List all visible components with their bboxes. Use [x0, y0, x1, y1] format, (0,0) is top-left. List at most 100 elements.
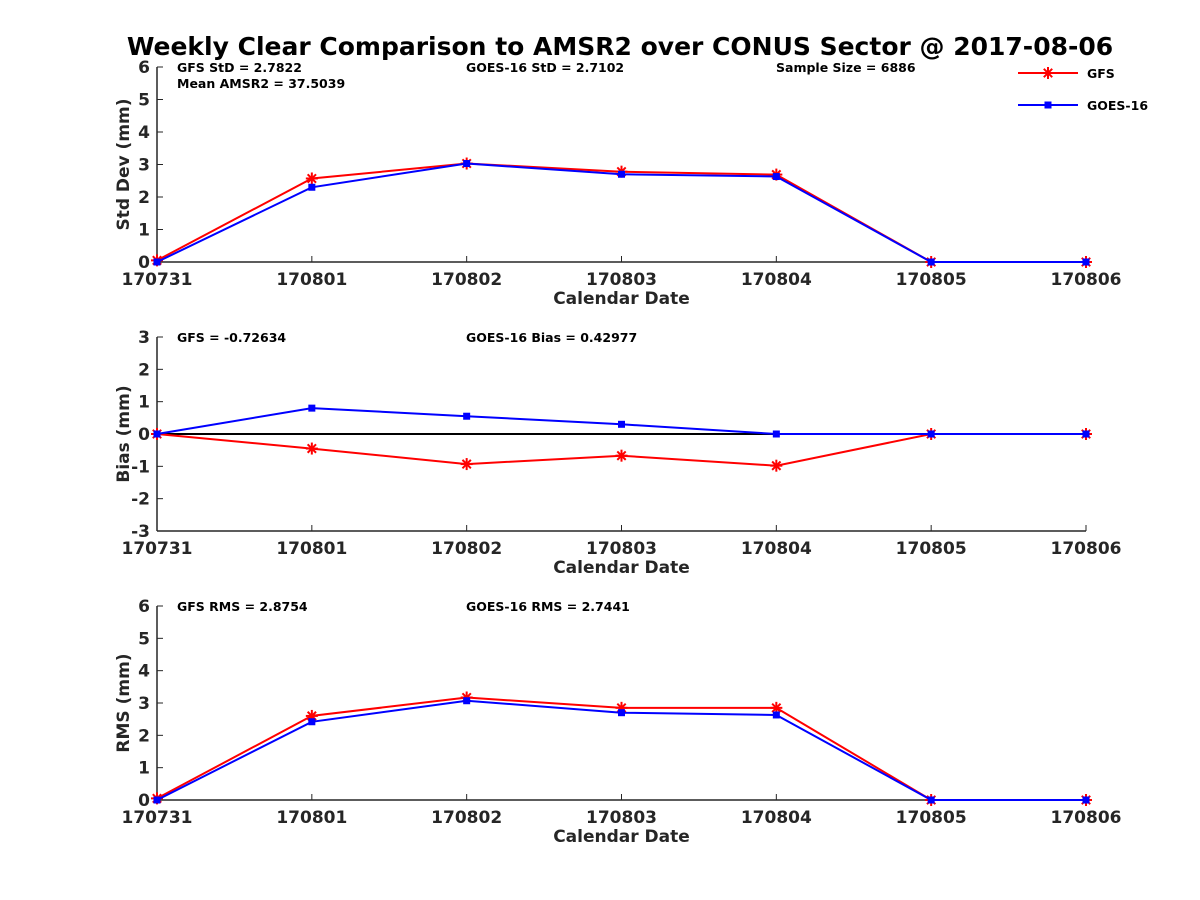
y-tick-label: 2 — [138, 360, 150, 380]
legend-item-gfs: GFS — [1018, 66, 1115, 81]
data-point — [615, 449, 628, 462]
y-axis-title: RMS (mm) — [114, 653, 134, 752]
data-point — [927, 796, 935, 804]
chart-panel-1: 0 1 2 3 4 5 6 170731 170801 170802 170803 170804 170… — [114, 58, 1121, 309]
x-tick-label: 170803 — [586, 270, 657, 290]
x-tick-label: 170805 — [896, 270, 967, 290]
x-tick-label: 170731 — [122, 539, 193, 559]
y-tick-label: 4 — [138, 662, 150, 682]
chart-panel-3: 0 1 2 3 4 5 6 170731 170801 170802 170803 170804 170… — [114, 597, 1121, 847]
data-point — [463, 697, 471, 705]
x-tick-label: 170731 — [122, 270, 193, 290]
x-tick-label: 170801 — [276, 808, 347, 828]
data-point — [153, 796, 161, 804]
y-tick-label: -1 — [131, 457, 150, 477]
x-tick-label: 170805 — [896, 808, 967, 828]
stat-annotation: GFS RMS = 2.8754 — [177, 599, 308, 614]
x-tick-label: 170804 — [741, 539, 812, 559]
data-point — [772, 711, 780, 719]
x-tick-label: 170803 — [586, 808, 657, 828]
data-point — [460, 458, 473, 471]
data-point — [927, 430, 935, 438]
x-tick-label: 170806 — [1051, 539, 1122, 559]
data-point — [618, 170, 625, 178]
x-tick-label: 170802 — [431, 270, 502, 290]
x-tick-label: 170801 — [276, 539, 347, 559]
x-tick-label: 170731 — [122, 808, 193, 828]
stat-annotation: GOES-16 StD = 2.7102 — [466, 60, 624, 75]
y-tick-label: 1 — [138, 221, 150, 241]
stat-annotation: GFS StD = 2.7822 — [177, 60, 302, 75]
legend-label: GFS — [1087, 66, 1115, 81]
y-tick-label: 3 — [138, 694, 150, 714]
data-point — [1082, 258, 1090, 266]
y-tick-label: 3 — [138, 156, 150, 176]
data-point — [308, 404, 316, 412]
stat-annotation: GOES-16 RMS = 2.7441 — [466, 599, 630, 614]
x-axis-title: Calendar Date — [553, 827, 690, 847]
data-point — [618, 709, 625, 717]
x-tick-label: 170805 — [896, 539, 967, 559]
data-point — [153, 430, 161, 438]
y-tick-label: -3 — [131, 522, 150, 542]
data-point — [305, 172, 318, 185]
series-line — [156, 162, 1086, 263]
y-tick-label: 5 — [138, 91, 150, 111]
data-point — [305, 442, 318, 455]
data-point — [772, 430, 780, 438]
x-tick-label: 170804 — [741, 808, 812, 828]
data-point — [927, 258, 935, 266]
x-tick-label: 170804 — [741, 270, 812, 290]
y-tick-label: 1 — [138, 759, 150, 779]
y-tick-label: 0 — [138, 253, 150, 273]
x-tick-label: 170802 — [431, 539, 502, 559]
data-point — [1082, 796, 1090, 804]
series-gfs — [151, 691, 1092, 806]
x-tick-label: 170802 — [431, 808, 502, 828]
stat-annotation: Mean AMSR2 = 37.5039 — [177, 76, 345, 91]
y-tick-label: 1 — [138, 393, 150, 413]
data-point — [772, 173, 780, 181]
data-point — [770, 459, 783, 472]
x-tick-label: 170801 — [276, 270, 347, 290]
data-point — [463, 412, 471, 420]
stat-annotation: GFS = -0.72634 — [177, 330, 286, 345]
y-tick-label: 2 — [138, 188, 150, 208]
stat-annotation: GOES-16 Bias = 0.42977 — [466, 330, 637, 345]
y-tick-label: 3 — [138, 328, 150, 348]
data-point — [1082, 430, 1090, 438]
chart-panel-2: -3 -2 -1 0 1 2 3 170731 170801 170802 170803 170804… — [114, 328, 1121, 578]
x-tick-label: 170806 — [1051, 270, 1122, 290]
chart-title: Weekly Clear Comparison to AMSR2 over CO… — [127, 32, 1113, 61]
legend-marker — [1042, 67, 1054, 79]
y-tick-label: 2 — [138, 726, 150, 746]
y-tick-label: 4 — [138, 123, 150, 143]
y-tick-label: 6 — [138, 58, 150, 78]
data-point — [463, 160, 471, 168]
x-tick-label: 170803 — [586, 539, 657, 559]
y-tick-label: 6 — [138, 597, 150, 617]
y-tick-label: 5 — [138, 629, 150, 649]
x-tick-label: 170806 — [1051, 808, 1122, 828]
legend-item-goes-16: GOES-16 — [1018, 98, 1148, 113]
series-goes-16 — [153, 697, 1090, 804]
legend: GFS GOES-16 — [1018, 66, 1148, 113]
legend-label: GOES-16 — [1087, 98, 1148, 113]
legend-marker — [1044, 101, 1052, 109]
data-point — [153, 258, 161, 266]
y-tick-label: 0 — [138, 791, 150, 811]
x-axis-title: Calendar Date — [553, 558, 690, 578]
y-tick-label: 0 — [138, 425, 150, 445]
data-point — [308, 183, 316, 191]
y-axis-title: Std Dev (mm) — [114, 98, 134, 230]
data-point — [308, 718, 316, 726]
y-tick-label: -2 — [131, 490, 150, 510]
data-point — [770, 701, 783, 714]
series-goes-16 — [153, 404, 1090, 438]
data-point — [618, 420, 625, 428]
series-line — [156, 162, 1086, 263]
y-axis-title: Bias (mm) — [114, 385, 134, 482]
stat-annotation: Sample Size = 6886 — [776, 60, 916, 75]
x-axis-title: Calendar Date — [553, 289, 690, 309]
